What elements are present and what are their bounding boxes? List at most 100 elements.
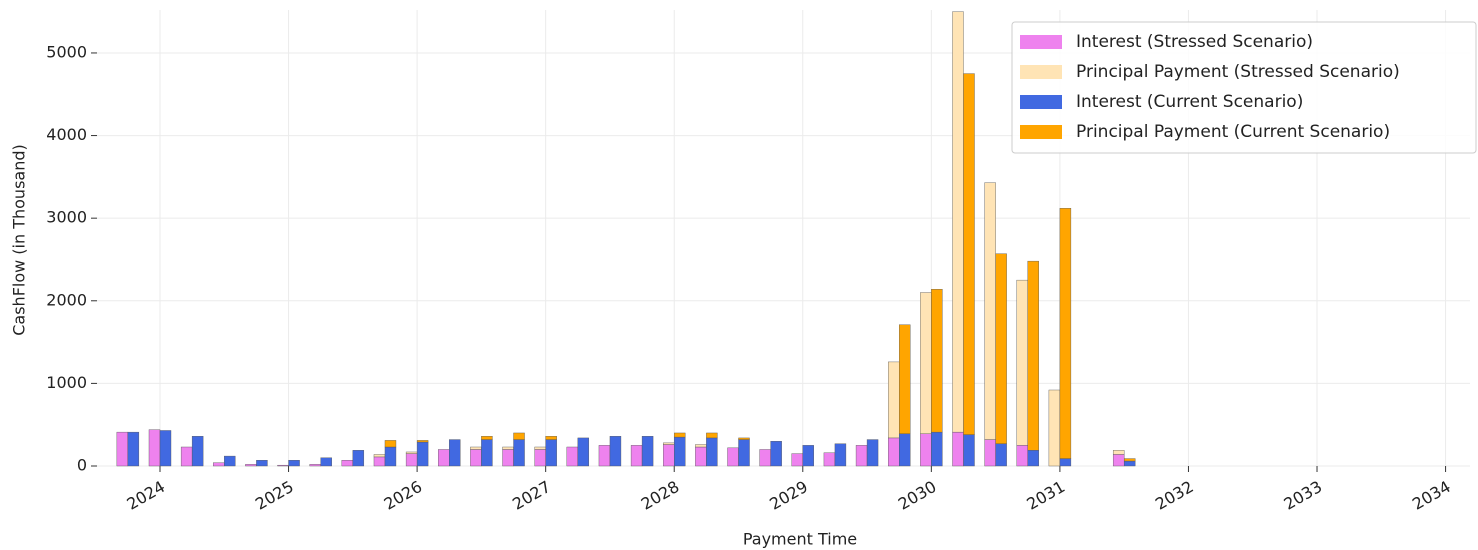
bar [866,439,879,467]
x-tick-label: 2027 [509,477,554,514]
bar [706,432,718,439]
x-tick-label: 2026 [381,477,426,514]
legend-label: Principal Payment (Stressed Scenario) [1076,62,1400,82]
bar [952,431,964,467]
legend-label: Interest (Current Scenario) [1076,92,1303,112]
bar [373,456,386,467]
bar [481,436,493,440]
x-tick-label: 2028 [638,477,683,514]
bar [116,431,129,467]
bar [1123,458,1136,462]
bar [566,446,579,467]
bar [470,449,482,467]
legend-frame [1011,21,1477,154]
bar [855,445,868,467]
bar [256,460,268,467]
bar [384,440,397,448]
bar [545,436,557,440]
y-tick-label: 0 [77,456,87,475]
bar [288,460,300,467]
bar [481,439,493,467]
bar [630,445,643,467]
bar [738,439,750,467]
bar [899,433,911,467]
bar [706,437,718,467]
x-tick-label: 2033 [1281,477,1326,514]
bar [1059,458,1072,467]
x-tick-label: 2031 [1023,477,1068,514]
bar [438,449,450,467]
bar [641,436,654,467]
legend-label: Principal Payment (Current Scenario) [1076,122,1390,142]
x-axis-label: Payment Time [743,530,857,549]
bar [888,437,900,467]
bar [405,453,418,467]
legend-swatch [1020,35,1062,49]
bar [995,253,1007,444]
bar [470,446,482,450]
bar [674,432,686,438]
bar [384,446,397,467]
legend-label: Interest (Stressed Scenario) [1076,32,1313,52]
bar [213,462,225,467]
bar [984,182,996,440]
bar [502,449,514,467]
bar [834,443,847,467]
y-tick-label: 5000 [46,42,87,61]
bar [663,442,675,445]
y-tick-label: 4000 [46,125,87,144]
bar [995,443,1007,467]
bar [1016,279,1028,446]
x-tick-label: 2032 [1152,477,1197,514]
y-tick-label: 2000 [46,290,87,309]
bar [352,450,365,467]
x-tick-label: 2034 [1409,477,1454,514]
bar [1048,389,1061,467]
legend: Interest (Stressed Scenario) Principal Pa… [1011,21,1477,154]
bar [770,441,782,467]
x-tick-label: 2024 [123,477,168,514]
y-tick-label: 3000 [46,208,87,227]
bar [245,464,257,467]
bar [534,449,546,467]
bar [952,11,964,433]
bar [1059,208,1072,459]
bar [759,449,771,467]
bar [341,460,354,467]
bar [674,436,686,467]
bar [127,431,140,467]
bar [180,446,193,467]
bar [920,292,932,434]
bar [695,444,707,448]
bar [888,361,900,439]
bar [449,439,461,467]
bar [513,439,525,467]
x-tick-label: 2025 [252,477,297,514]
x-tick-label: 2029 [766,477,811,514]
bar [738,437,750,440]
legend-swatch [1020,95,1062,109]
bar [931,289,943,433]
bar [577,437,590,467]
bar [727,447,739,467]
bar [373,454,386,458]
bar [695,446,707,467]
bar [663,444,675,467]
y-axis-label: CashFlow (in Thousand) [10,144,29,336]
bar [1016,445,1028,467]
bar [502,446,514,450]
bar [416,440,429,443]
bar [320,457,332,467]
bar [405,451,418,454]
bar [159,430,172,467]
bar [534,446,546,450]
bar [148,429,161,467]
bar [309,464,321,467]
legend-swatch [1020,65,1062,79]
bar [224,455,236,467]
bar [920,433,932,467]
bar [802,445,814,467]
bar [984,439,996,467]
bar [791,453,803,467]
